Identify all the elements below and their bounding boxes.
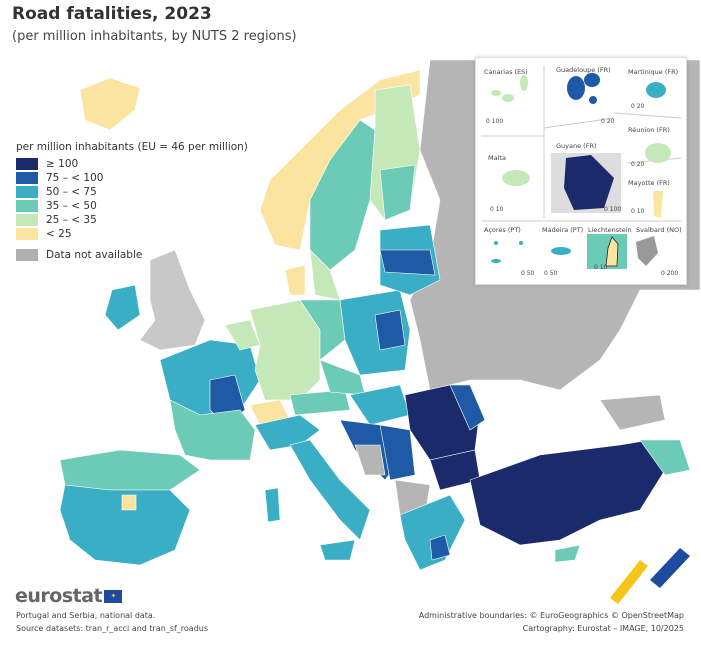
region-turkey-north — [599, 394, 666, 431]
legend-title: per million inhabitants (EU = 46 per mil… — [16, 141, 248, 153]
inset-scale: 0 10 — [594, 264, 608, 271]
legend-item: < 25 — [16, 227, 248, 241]
legend-item: 75 – < 100 — [16, 171, 248, 185]
region-iberia-south — [59, 484, 191, 566]
region-denmark — [284, 264, 306, 296]
region-poland-east — [374, 309, 406, 351]
inset-label: Réunion (FR) — [628, 126, 670, 134]
region-uk — [139, 249, 206, 351]
inset-madeira — [551, 247, 571, 255]
inset-scale: 0 20 — [601, 118, 615, 125]
inset-label: Canarias (ES) — [484, 68, 528, 76]
legend-label: 25 – < 35 — [46, 214, 97, 226]
boundaries-credit: Administrative boundaries: © EuroGeograp… — [418, 611, 684, 620]
inset-scale: 0 200 — [661, 270, 679, 277]
region-ireland — [104, 284, 141, 331]
inset-label: Guadeloupe (FR) — [556, 66, 611, 74]
inset-scale: 0 10 — [490, 206, 504, 213]
legend-item-na: Data not available — [16, 247, 248, 263]
region-germany — [249, 299, 321, 401]
region-attica — [429, 534, 451, 561]
legend-swatch — [16, 186, 38, 198]
legend: per million inhabitants (EU = 46 per mil… — [16, 141, 248, 263]
legend-swatch — [16, 158, 38, 170]
region-romania-east — [449, 384, 486, 431]
legend-label: 35 – < 50 — [46, 200, 97, 212]
region-sicily — [319, 539, 356, 561]
legend-swatch — [16, 249, 38, 261]
image-logo-yellow — [610, 560, 648, 604]
region-madrid — [121, 494, 137, 511]
legend-item: 50 – < 75 — [16, 185, 248, 199]
region-finland-south — [379, 164, 416, 221]
region-italy-south — [289, 439, 371, 541]
inset-acores — [491, 241, 523, 263]
legend-swatch — [16, 228, 38, 240]
inset-guyane — [564, 155, 614, 210]
map-title: Road fatalities, 2023 — [12, 4, 212, 24]
source-note: Source datasets: tran_r_acci and tran_sf… — [16, 624, 209, 633]
legend-label: 50 – < 75 — [46, 186, 97, 198]
inset-label: Liechtenstein — [588, 226, 632, 234]
inset-liechtenstein — [605, 236, 619, 267]
legend-label: Data not available — [46, 249, 143, 261]
inset-scale: 0 100 — [486, 118, 504, 125]
inset-malta — [502, 170, 530, 186]
eurostat-logo: eurostat ✦ — [15, 585, 123, 607]
inset-panel: Canarias (ES) 0 100 Guadeloupe (FR) 0 20… — [475, 57, 687, 285]
inset-shapes — [481, 66, 682, 269]
inset-svalbard — [636, 236, 658, 266]
footnote: Portugal and Serbia, national data. — [16, 611, 156, 620]
inset-label: Guyane (FR) — [556, 142, 597, 150]
eu-flag-icon: ✦ — [104, 590, 123, 603]
image-logo-blue — [650, 548, 690, 588]
map-subtitle: (per million inhabitants, by NUTS 2 regi… — [12, 29, 297, 44]
region-france-south — [169, 399, 256, 461]
region-italy-north — [254, 414, 321, 451]
inset-label: Malta — [488, 154, 506, 162]
region-sweden-south — [309, 249, 341, 301]
inset-scale: 0 100 — [604, 206, 622, 213]
region-sardinia — [264, 487, 281, 523]
legend-item: ≥ 100 — [16, 157, 248, 171]
inset-scale: 0 20 — [631, 161, 645, 168]
legend-item: 35 – < 50 — [16, 199, 248, 213]
inset-guadeloupe — [567, 73, 600, 104]
legend-swatch — [16, 200, 38, 212]
inset-scale: 0 50 — [521, 270, 535, 277]
region-latvia — [379, 249, 436, 276]
inset-label: Svalbard (NO) — [636, 226, 682, 234]
legend-label: 75 – < 100 — [46, 172, 104, 184]
region-sweden — [309, 119, 376, 271]
inset-reunion — [645, 143, 671, 163]
inset-label: Açores (PT) — [484, 226, 521, 234]
region-turkey — [469, 439, 666, 546]
region-iberia-north — [59, 449, 201, 491]
cartography-credit: Cartography: Eurostat – IMAGE, 10/2025 — [522, 624, 684, 633]
inset-canarias — [491, 75, 528, 102]
logo-text: eurostat — [15, 585, 103, 607]
inset-label: Martinique (FR) — [628, 68, 679, 76]
region-bosnia — [354, 444, 386, 476]
region-germany-east — [299, 299, 346, 361]
inset-label: Madeira (PT) — [542, 226, 584, 234]
region-cyprus — [554, 544, 581, 563]
legend-swatch — [16, 214, 38, 226]
inset-mayotte — [653, 191, 663, 218]
legend-label: ≥ 100 — [46, 158, 79, 170]
region-iceland — [79, 77, 141, 131]
region-austria — [289, 389, 351, 416]
inset-scale: 0 10 — [631, 208, 645, 215]
inset-martinique — [646, 82, 666, 98]
legend-label: < 25 — [46, 228, 72, 240]
region-turkey-east — [639, 439, 691, 476]
inset-label: Mayotte (FR) — [628, 179, 670, 187]
legend-swatch — [16, 172, 38, 184]
legend-item: 25 – < 35 — [16, 213, 248, 227]
inset-scale: 0 20 — [631, 103, 645, 110]
region-serbia — [379, 424, 416, 481]
inset-scale: 0 50 — [544, 270, 558, 277]
